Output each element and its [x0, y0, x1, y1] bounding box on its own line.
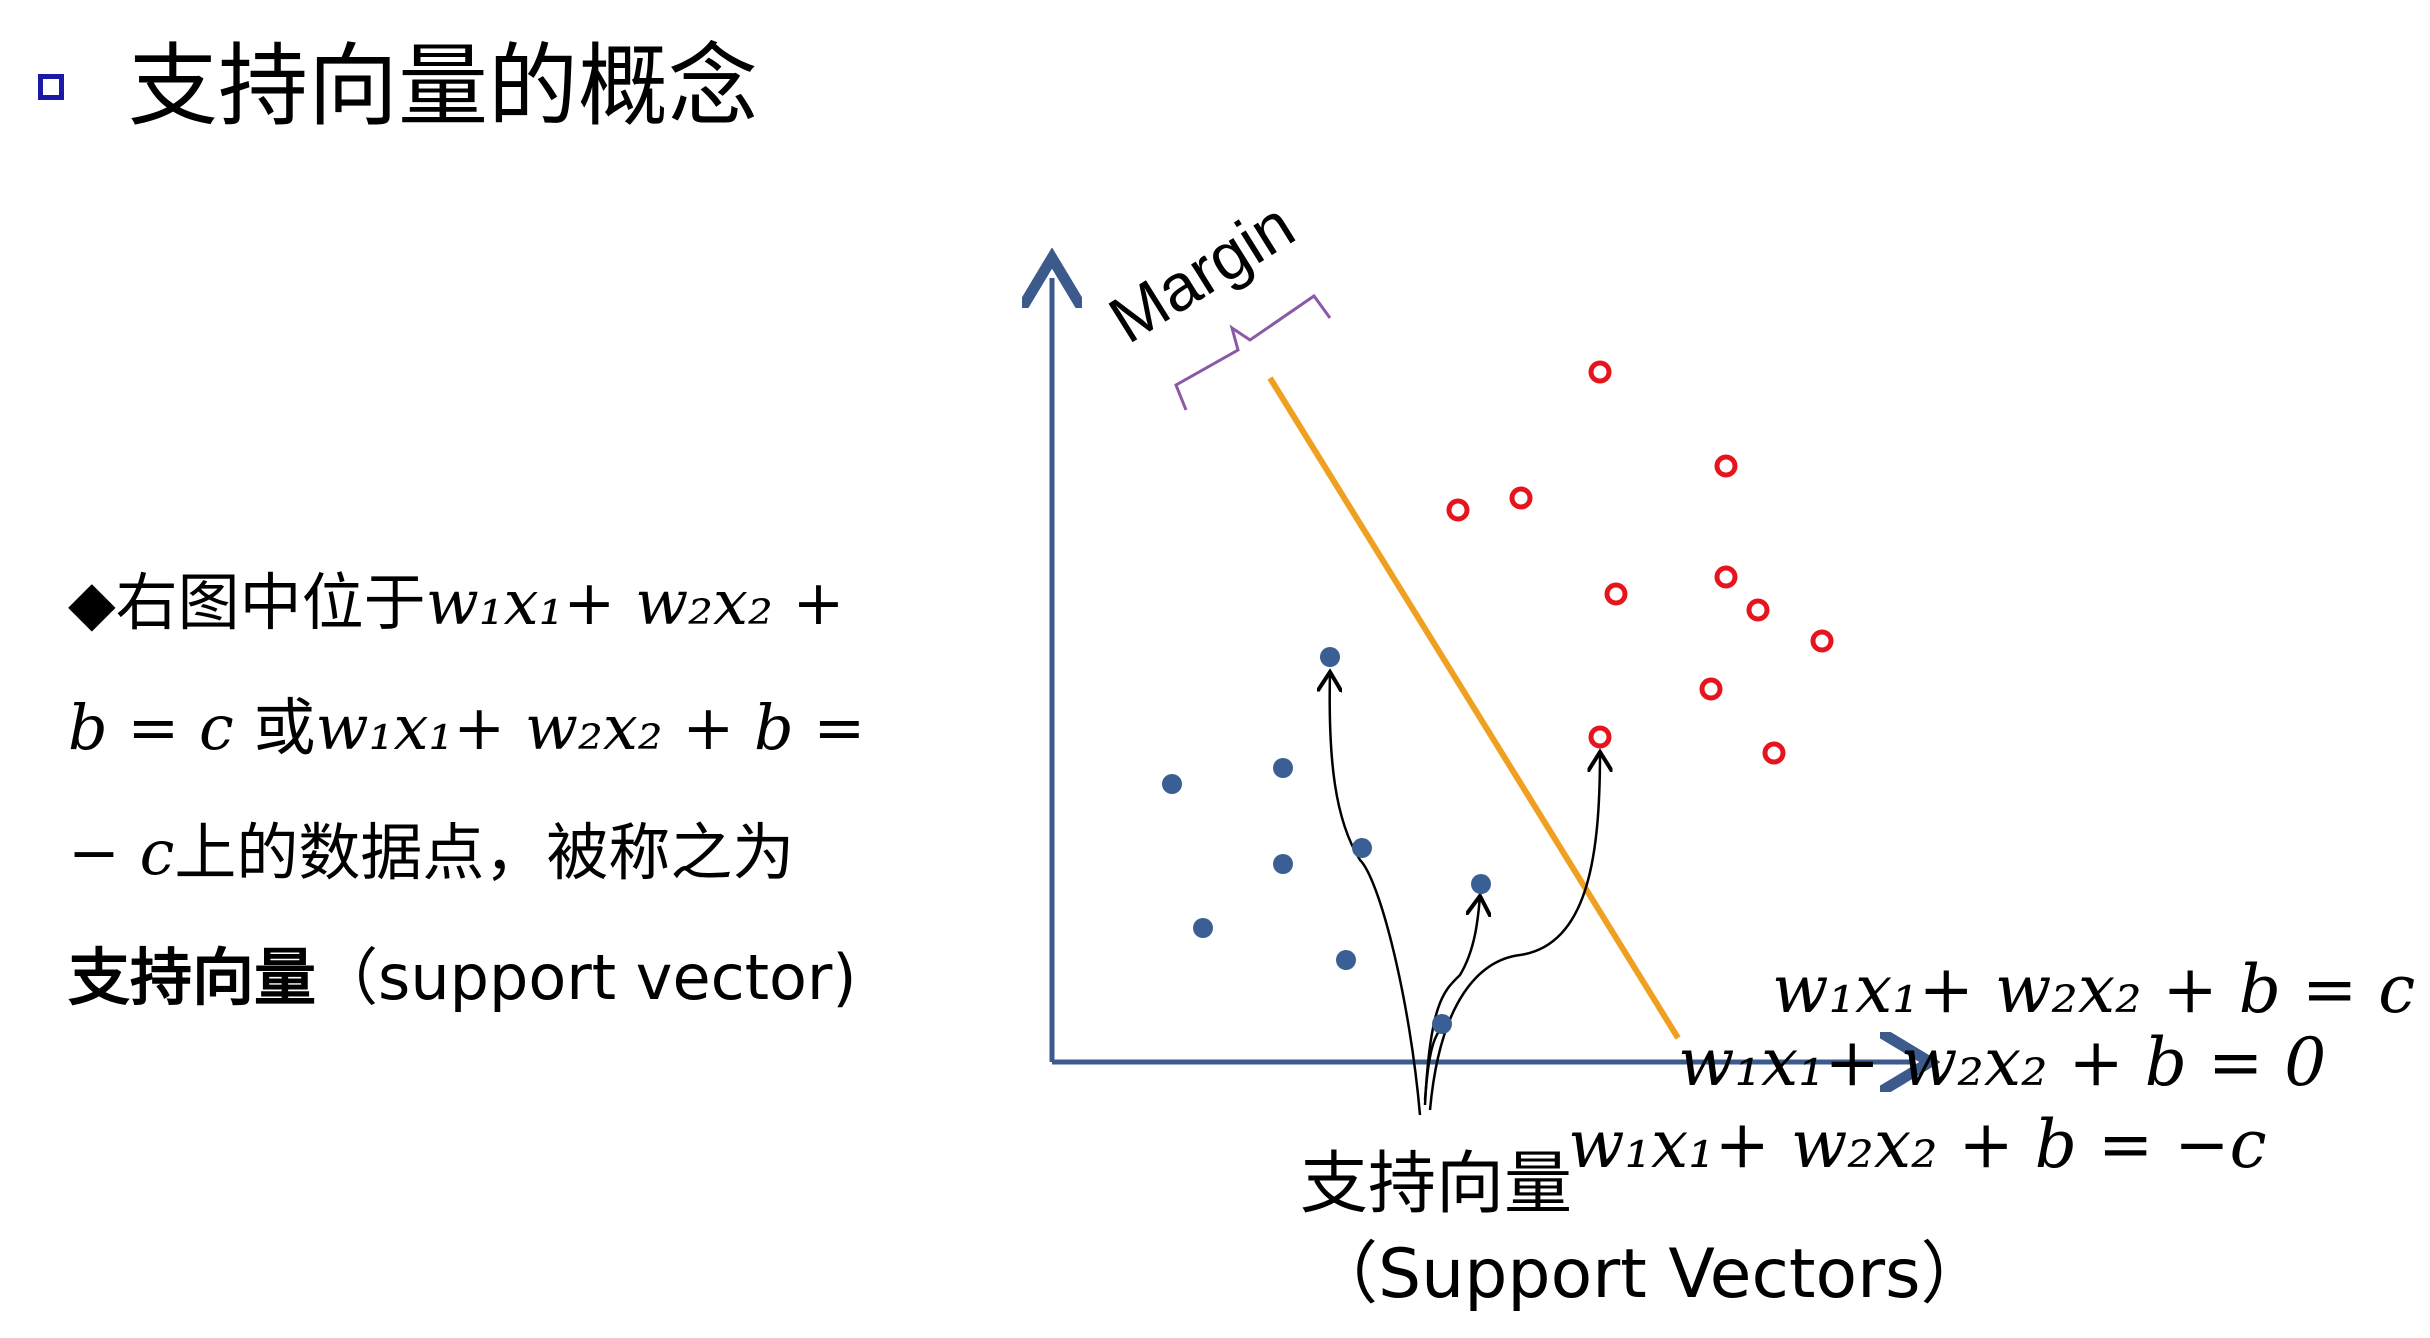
- red-point-2: [1714, 454, 1738, 478]
- equation-lower-margin: w₁x₁+ w₂x₂ + b = −c: [1568, 1106, 2267, 1183]
- arrow-to-sv-middle: [1423, 896, 1480, 1106]
- red-point-11: [1762, 741, 1786, 765]
- description-line-1: ◆右图中位于w₁x₁+ w₂x₂ +: [68, 540, 1028, 665]
- equation-upper-margin: w₁x₁+ w₂x₂ + b = c: [1772, 951, 2416, 1028]
- support-vectors-caption-en: （Support Vectors）: [1310, 1235, 1989, 1314]
- margin-label: Margin: [1096, 187, 1306, 357]
- separating-hyperplane: [1267, 376, 1681, 1040]
- class-blue-points: [1162, 647, 1491, 1034]
- description-connector: 或: [253, 691, 316, 764]
- arrow-to-sv-right: [1428, 752, 1600, 1111]
- blue-point-8: [1471, 874, 1491, 894]
- class-red-points: [1446, 360, 1834, 765]
- blue-point-3: [1273, 758, 1293, 778]
- description-line-2: b = c 或w₁x₁+ w₂x₂ + b =: [68, 665, 1028, 790]
- red-point-8: [1810, 629, 1834, 653]
- red-point-6: [1714, 565, 1738, 589]
- equation-fragment-b: b = c: [68, 691, 234, 764]
- support-vector-english: （support vector): [316, 941, 857, 1014]
- red-point-5: [1604, 582, 1628, 606]
- red-point-10: [1588, 725, 1612, 749]
- support-vector-term: 支持向量: [68, 941, 317, 1014]
- red-point-7: [1746, 598, 1770, 622]
- red-point-9: [1699, 677, 1723, 701]
- description-line-3: − c上的数据点，被称之为: [68, 790, 1028, 915]
- blue-point-9: [1432, 1014, 1452, 1034]
- support-vectors-caption-zh: 支持向量: [1300, 1145, 1573, 1224]
- description-text: ◆右图中位于w₁x₁+ w₂x₂ + b = c 或w₁x₁+ w₂x₂ + b…: [68, 540, 1028, 1040]
- slide-title: 支持向量的概念: [128, 34, 758, 139]
- red-point-1: [1588, 360, 1612, 384]
- red-point-3: [1446, 498, 1470, 522]
- equation-fragment-c: w₁x₁+ w₂x₂ + b =: [315, 691, 866, 764]
- equation-hyperplane: w₁x₁+ w₂x₂ + b = 0: [1678, 1024, 2327, 1101]
- red-point-4: [1509, 486, 1533, 510]
- blue-point-2: [1162, 774, 1182, 794]
- equation-fragment-d: − c: [68, 816, 175, 889]
- blue-point-5: [1352, 838, 1372, 858]
- equation-fragment-a: w₁x₁+ w₂x₂ +: [425, 566, 845, 639]
- arrow-to-sv-left: [1330, 672, 1422, 1116]
- blue-point-7: [1336, 950, 1356, 970]
- description-line-4: 支持向量（support vector): [68, 915, 1028, 1040]
- description-suffix: 上的数据点，被称之为: [174, 816, 795, 889]
- margin-brace: [1174, 293, 1332, 411]
- blue-point-6: [1193, 918, 1213, 938]
- blue-point-1: [1320, 647, 1340, 667]
- bullet-square-icon: [38, 74, 64, 100]
- blue-point-4: [1273, 854, 1293, 874]
- description-prefix: ◆右图中位于: [68, 566, 426, 639]
